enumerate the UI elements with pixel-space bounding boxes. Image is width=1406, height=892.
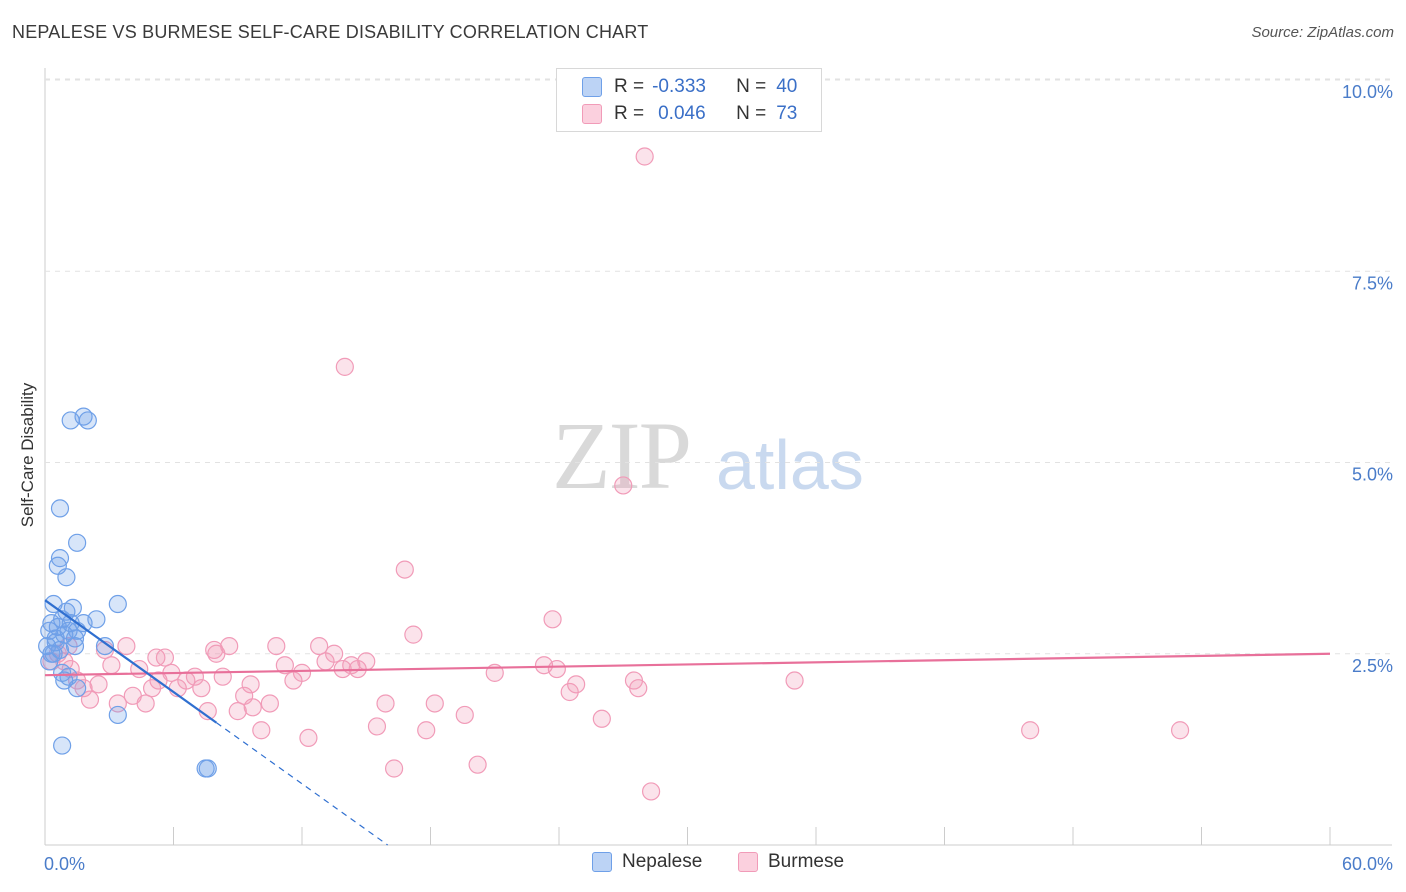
chart-title: NEPALESE VS BURMESE SELF-CARE DISABILITY…: [12, 22, 649, 42]
nepalese-point: [55, 671, 74, 690]
nepalese-point: [198, 759, 217, 778]
correlation-legend: R = -0.333 N = 40 R = 0.046 N = 73: [556, 68, 822, 132]
burmese-point: [567, 675, 586, 694]
burmese-point: [404, 625, 423, 644]
legend-label-nepalese: Nepalese: [622, 851, 703, 872]
nepalese-point: [46, 633, 65, 652]
nepalese-point: [78, 411, 97, 430]
burmese-point: [468, 755, 487, 774]
y-tick-label: 2.5%: [1352, 656, 1393, 676]
y-tick-label: 5.0%: [1352, 465, 1393, 485]
nepalese-trend-line: [44, 599, 217, 724]
burmese-legend-swatch: [738, 852, 758, 872]
watermark-zip: ZIP: [552, 402, 692, 509]
burmese-point: [117, 636, 136, 656]
burmese-point: [357, 652, 376, 671]
nepalese-point: [95, 636, 115, 656]
burmese-point: [89, 675, 108, 694]
burmese-point: [260, 694, 279, 713]
nepalese-point: [68, 533, 87, 552]
burmese-point: [367, 717, 387, 736]
burmese-point: [252, 721, 271, 740]
nepalese-swatch: [582, 77, 602, 97]
n-label: N =: [736, 103, 767, 124]
watermark-atlas: atlas: [716, 426, 864, 504]
burmese-point: [241, 675, 260, 694]
burmese-point: [136, 694, 155, 713]
y-tick-label: 10.0%: [1342, 82, 1393, 102]
nepalese-legend-swatch: [592, 852, 612, 872]
burmese-point: [592, 709, 611, 728]
burmese-point: [292, 663, 312, 682]
r-value: -0.333: [652, 76, 706, 97]
burmese-point: [243, 698, 262, 717]
burmese-point: [267, 636, 286, 656]
burmese-point: [335, 357, 354, 376]
burmese-point: [395, 560, 414, 579]
burmese-point: [1170, 721, 1190, 740]
burmese-point: [785, 671, 804, 690]
burmese-point: [417, 721, 436, 740]
nepalese-trend-extension: [215, 722, 389, 846]
burmese-point: [299, 728, 318, 748]
y-tick-label: 7.5%: [1352, 273, 1393, 293]
burmese-point: [147, 648, 166, 667]
burmese-point: [543, 610, 562, 629]
burmese-point: [102, 656, 121, 675]
burmese-point: [547, 659, 566, 679]
legend-item-burmese: Burmese: [738, 851, 844, 873]
r-value: 0.046: [658, 103, 706, 124]
nepalese-point: [65, 636, 85, 656]
nepalese-point: [53, 736, 72, 755]
legend-label-burmese: Burmese: [768, 851, 845, 872]
burmese-point: [310, 636, 329, 656]
burmese-point: [614, 476, 633, 495]
n-label: N =: [736, 76, 767, 97]
legend-row-burmese: R = 0.046 N = 73: [557, 101, 797, 127]
burmese-point: [629, 679, 648, 698]
burmese-point: [641, 782, 661, 801]
burmese-point: [205, 640, 224, 660]
burmese-point: [80, 690, 100, 709]
burmese-point: [325, 644, 344, 663]
burmese-point: [220, 636, 239, 656]
burmese-point: [192, 679, 211, 698]
nepalese-point: [108, 705, 127, 725]
nepalese-point: [108, 594, 127, 614]
n-value: 73: [776, 103, 798, 124]
burmese-point: [213, 667, 232, 686]
burmese-point: [455, 705, 474, 725]
nepalese-point: [63, 598, 82, 617]
burmese-point: [275, 656, 294, 675]
nepalese-point: [87, 610, 106, 629]
legend-row-nepalese: R = -0.333 N = 40: [557, 74, 797, 100]
burmese-trend-line: [44, 652, 1331, 677]
n-value: 40: [776, 76, 798, 97]
r-label: R =: [614, 76, 645, 97]
burmese-swatch: [582, 104, 602, 124]
burmese-point: [384, 759, 404, 778]
burmese-point: [425, 694, 444, 713]
legend-item-nepalese: Nepalese: [592, 851, 702, 873]
nepalese-point: [50, 549, 70, 568]
burmese-point: [376, 694, 395, 713]
source-credit: Source: ZipAtlas.com: [1251, 24, 1394, 41]
x-tick-label: 60.0%: [1342, 854, 1393, 874]
burmese-point: [228, 702, 247, 721]
burmese-point: [1021, 721, 1040, 740]
x-tick-label: 0.0%: [44, 854, 85, 874]
burmese-point: [74, 679, 93, 698]
burmese-point: [635, 147, 654, 166]
nepalese-point: [50, 499, 70, 518]
r-label: R =: [614, 103, 645, 124]
